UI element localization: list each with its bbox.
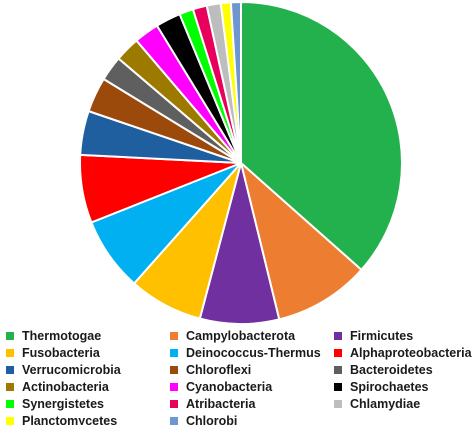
legend-swatch (334, 366, 342, 374)
legend-item-firmicutes: Firmicutes (334, 328, 413, 344)
legend-label: Chlorobi (186, 414, 238, 425)
legend-label: Fusobacteria (22, 346, 100, 360)
legend-swatch (170, 332, 178, 340)
legend-swatch (334, 400, 342, 408)
legend-item-synergistetes: Synergistetes (6, 396, 104, 412)
pie-slice-thermotogae (240, 1, 403, 271)
legend-item-bacteroidetes: Bacteroidetes (334, 362, 433, 378)
legend-swatch (170, 366, 178, 374)
pie-chart (79, 1, 403, 325)
legend-swatch (6, 383, 14, 391)
legend-label: Planctomycetes (22, 414, 118, 425)
pie-slice-campylobacterota (240, 162, 363, 321)
legend-item-chlamydiae: Chlamydiae (334, 396, 420, 412)
legend-label: Synergistetes (22, 397, 104, 411)
legend-swatch (6, 400, 14, 408)
legend-swatch (170, 383, 178, 391)
legend-item-planctomycetes: Planctomycetes (6, 413, 117, 425)
legend-swatch (6, 349, 14, 357)
legend-item-chlorobi: Chlorobi (170, 413, 237, 425)
legend-swatch (170, 417, 178, 425)
legend-swatch (170, 349, 178, 357)
legend-item-fusobacteria: Fusobacteria (6, 345, 100, 361)
legend-label: Atribacteria (186, 397, 256, 411)
legend-label: Chloroflexi (186, 363, 252, 377)
legend-label: Verrucomicrobia (22, 363, 121, 377)
legend-label: Bacteroidetes (350, 363, 433, 377)
legend-item-spirochaetes: Spirochaetes (334, 379, 429, 395)
legend: Thermotogae Campylobacterota Firmicutes Fus… (0, 326, 474, 425)
legend-swatch (6, 332, 14, 340)
legend-label: Thermotogae (22, 329, 102, 343)
legend-item-actinobacteria: Actinobacteria (6, 379, 109, 395)
legend-label: Actinobacteria (22, 380, 109, 394)
pie-slice-chlorobi (229, 1, 242, 164)
legend-item-chloroflexi: Chloroflexi (170, 362, 251, 378)
legend-swatch (334, 383, 342, 391)
legend-item-thermotogae: Thermotogae (6, 328, 101, 344)
legend-item-atribacteria: Atribacteria (170, 396, 255, 412)
legend-label: Cyanobacteria (186, 380, 273, 394)
legend-swatch (170, 400, 178, 408)
legend-label: Chlamydiae (350, 397, 421, 411)
legend-label: Campylobacterota (186, 329, 296, 343)
legend-swatch (6, 366, 14, 374)
legend-label: Alphaproteobacteria (350, 346, 472, 360)
legend-swatch (6, 417, 14, 425)
legend-item-cyanobacteria: Cyanobacteria (170, 379, 272, 395)
legend-swatch (334, 332, 342, 340)
legend-item-deinococcus-thermus: Deinococcus-Thermus (170, 345, 321, 361)
legend-label: Deinococcus-Thermus (186, 346, 321, 360)
legend-item-alphaproteobacteria: Alphaproteobacteria (334, 345, 472, 361)
legend-item-campylobacterota: Campylobacterota (170, 328, 295, 344)
legend-label: Spirochaetes (350, 380, 429, 394)
legend-swatch (334, 349, 342, 357)
legend-label: Firmicutes (350, 329, 414, 343)
legend-item-verrucomicrobia: Verrucomicrobia (6, 362, 121, 378)
